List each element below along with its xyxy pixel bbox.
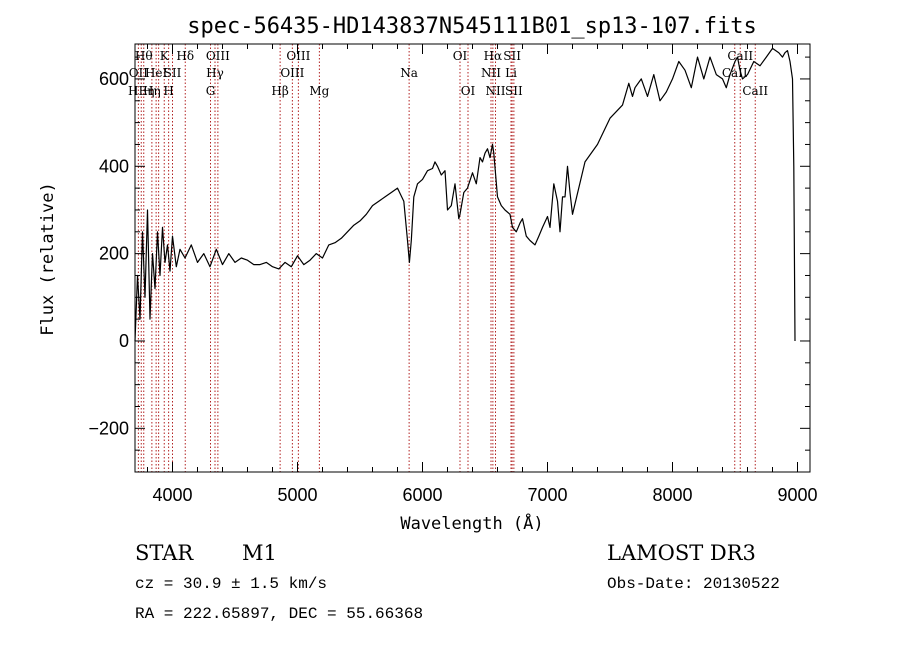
spectral-line-label: OI: [461, 84, 476, 98]
spectral-line-label: CaII: [727, 49, 753, 63]
spectral-line-label: Mg: [309, 84, 329, 98]
x-tick-label: 7000: [527, 485, 567, 505]
x-axis-label: Wavelength (Å): [400, 512, 543, 534]
spectral-line-label: CaII: [722, 66, 748, 80]
plot-frame: [134, 43, 811, 473]
y-tick-label: 0: [119, 331, 129, 351]
spectral-line-label: K: [160, 49, 170, 63]
object-subclass: M1: [242, 541, 277, 565]
spectral-line-label: OI: [453, 49, 468, 63]
survey-name: LAMOST DR3: [607, 541, 756, 565]
y-axis-label: Flux (relative): [38, 182, 58, 336]
spectral-line-label: Hα: [484, 49, 503, 63]
spectral-line-label: Hγ: [206, 66, 224, 80]
x-tick-label: 6000: [402, 485, 442, 505]
object-class: STAR: [135, 541, 194, 565]
spectral-line-label: OIII: [286, 49, 310, 63]
redshift-readout: cz = 30.9 ± 1.5 km/s: [135, 575, 328, 593]
spectral-line-label: SII: [164, 66, 182, 80]
y-tick-label: 200: [99, 244, 129, 264]
y-tick-label: 400: [99, 156, 129, 176]
y-tick-label: 600: [99, 69, 129, 89]
spectral-line-label: H: [163, 84, 173, 98]
spectral-line-label: SII: [505, 84, 523, 98]
spectral-line-label: Na: [400, 66, 418, 80]
spectral-line-label: HEη: [128, 84, 154, 98]
x-tick-label: 5000: [277, 485, 317, 505]
spectral-line-label: HeI: [145, 66, 168, 80]
spectral-line-label: OIII: [280, 66, 304, 80]
y-tick-label: −200: [88, 418, 129, 438]
x-tick-label: 8000: [652, 485, 692, 505]
spectral-line-label: Hθ: [135, 49, 153, 63]
spectrum-series-line: [134, 47, 796, 342]
x-tick-label: 4000: [152, 485, 192, 505]
spectral-line-label: Hδ: [176, 49, 194, 63]
spectral-line-label: NII: [481, 66, 501, 80]
coordinates-readout: RA = 222.65897, DEC = 55.66368: [135, 605, 424, 623]
chart-title: spec-56435-HD143837N545111B01_sp13-107.f…: [187, 14, 757, 39]
spectral-line-label: G: [206, 84, 216, 98]
spectral-line-label: Hη: [143, 84, 161, 98]
spectral-line-label: OIII: [206, 49, 230, 63]
spectral-line-label: OII: [129, 66, 149, 80]
observation-date: Obs-Date: 20130522: [607, 575, 780, 593]
spectral-line-label: SII: [503, 49, 521, 63]
spectral-line-label: NII: [486, 84, 506, 98]
spectral-line-label: CaII: [742, 84, 768, 98]
x-tick-label: 9000: [777, 485, 817, 505]
spectral-line-label: Hβ: [271, 84, 288, 98]
spectral-line-label: Li: [505, 66, 517, 80]
